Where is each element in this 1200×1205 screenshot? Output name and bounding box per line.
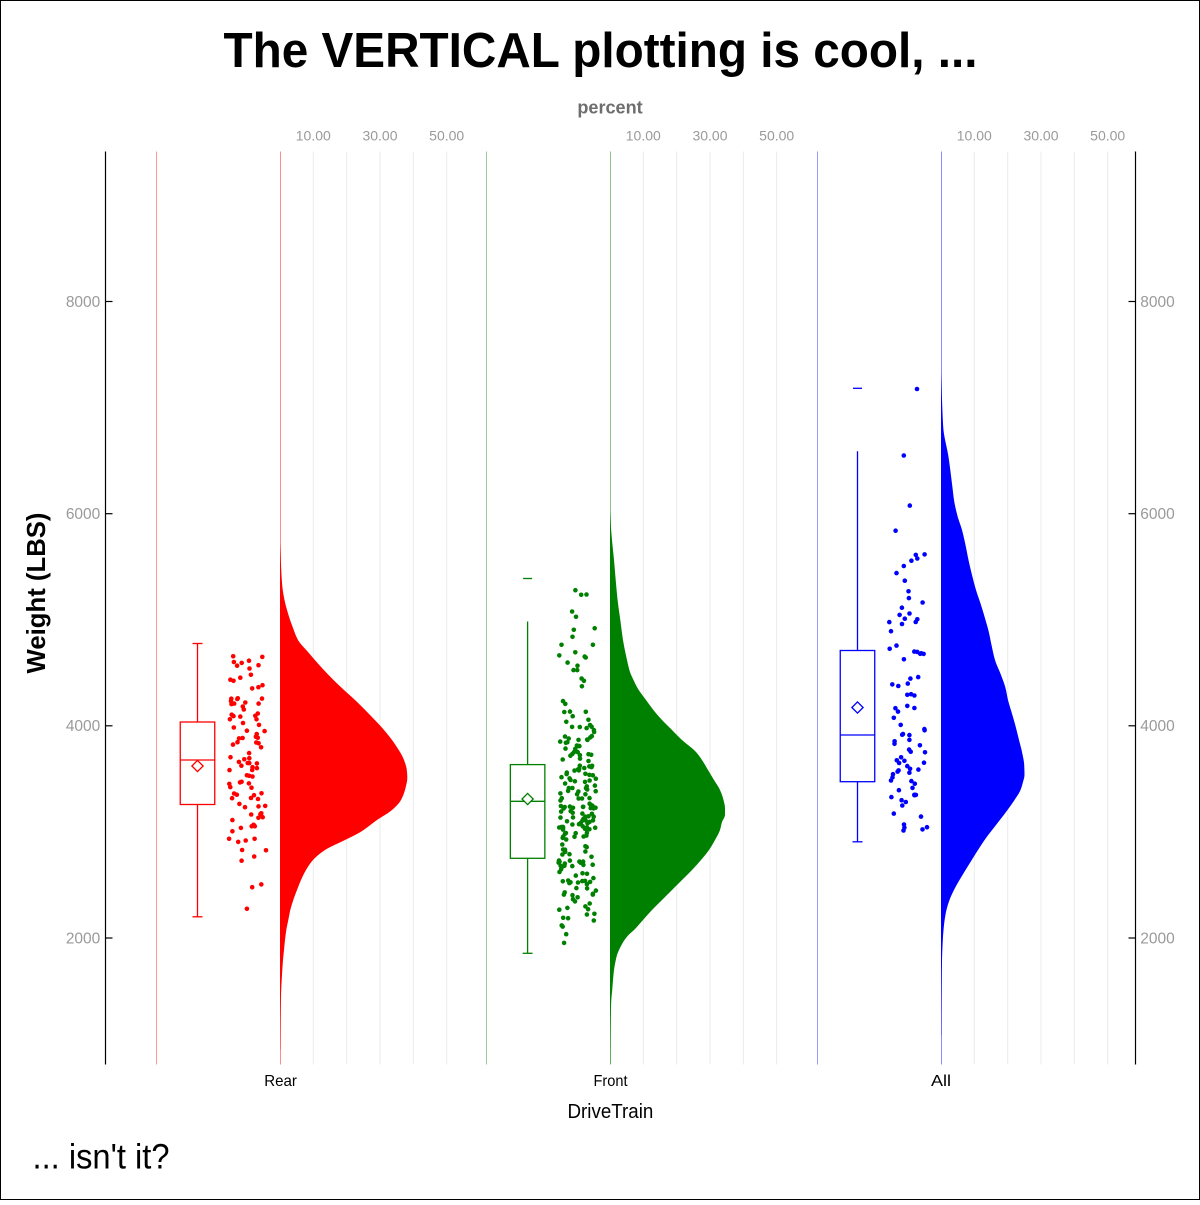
svg-text:8000: 8000 — [66, 294, 101, 311]
svg-text:The VERTICAL plotting is cool,: The VERTICAL plotting is cool, ... — [224, 24, 978, 78]
svg-text:30.00: 30.00 — [692, 128, 727, 144]
svg-text:50.00: 50.00 — [1090, 128, 1125, 144]
svg-text:Weight (LBS): Weight (LBS) — [21, 513, 51, 674]
svg-text:DriveTrain: DriveTrain — [568, 1100, 654, 1123]
svg-text:10.00: 10.00 — [957, 128, 992, 144]
svg-text:10.00: 10.00 — [296, 128, 331, 144]
svg-text:6000: 6000 — [66, 506, 101, 523]
svg-text:... isn't it?: ... isn't it? — [33, 1138, 170, 1177]
svg-text:6000: 6000 — [1140, 506, 1175, 523]
svg-text:30.00: 30.00 — [1023, 128, 1058, 144]
svg-text:2000: 2000 — [66, 930, 101, 947]
svg-text:50.00: 50.00 — [759, 128, 794, 144]
svg-text:4000: 4000 — [66, 718, 101, 735]
svg-text:Rear: Rear — [264, 1073, 297, 1090]
svg-text:2000: 2000 — [1140, 930, 1175, 947]
svg-text:8000: 8000 — [1140, 294, 1175, 311]
svg-text:50.00: 50.00 — [429, 128, 464, 144]
svg-text:4000: 4000 — [1140, 718, 1175, 735]
svg-text:Front: Front — [594, 1073, 629, 1090]
svg-text:All: All — [931, 1073, 951, 1090]
svg-text:30.00: 30.00 — [362, 128, 397, 144]
svg-text:10.00: 10.00 — [626, 128, 661, 144]
svg-text:percent: percent — [577, 97, 642, 118]
